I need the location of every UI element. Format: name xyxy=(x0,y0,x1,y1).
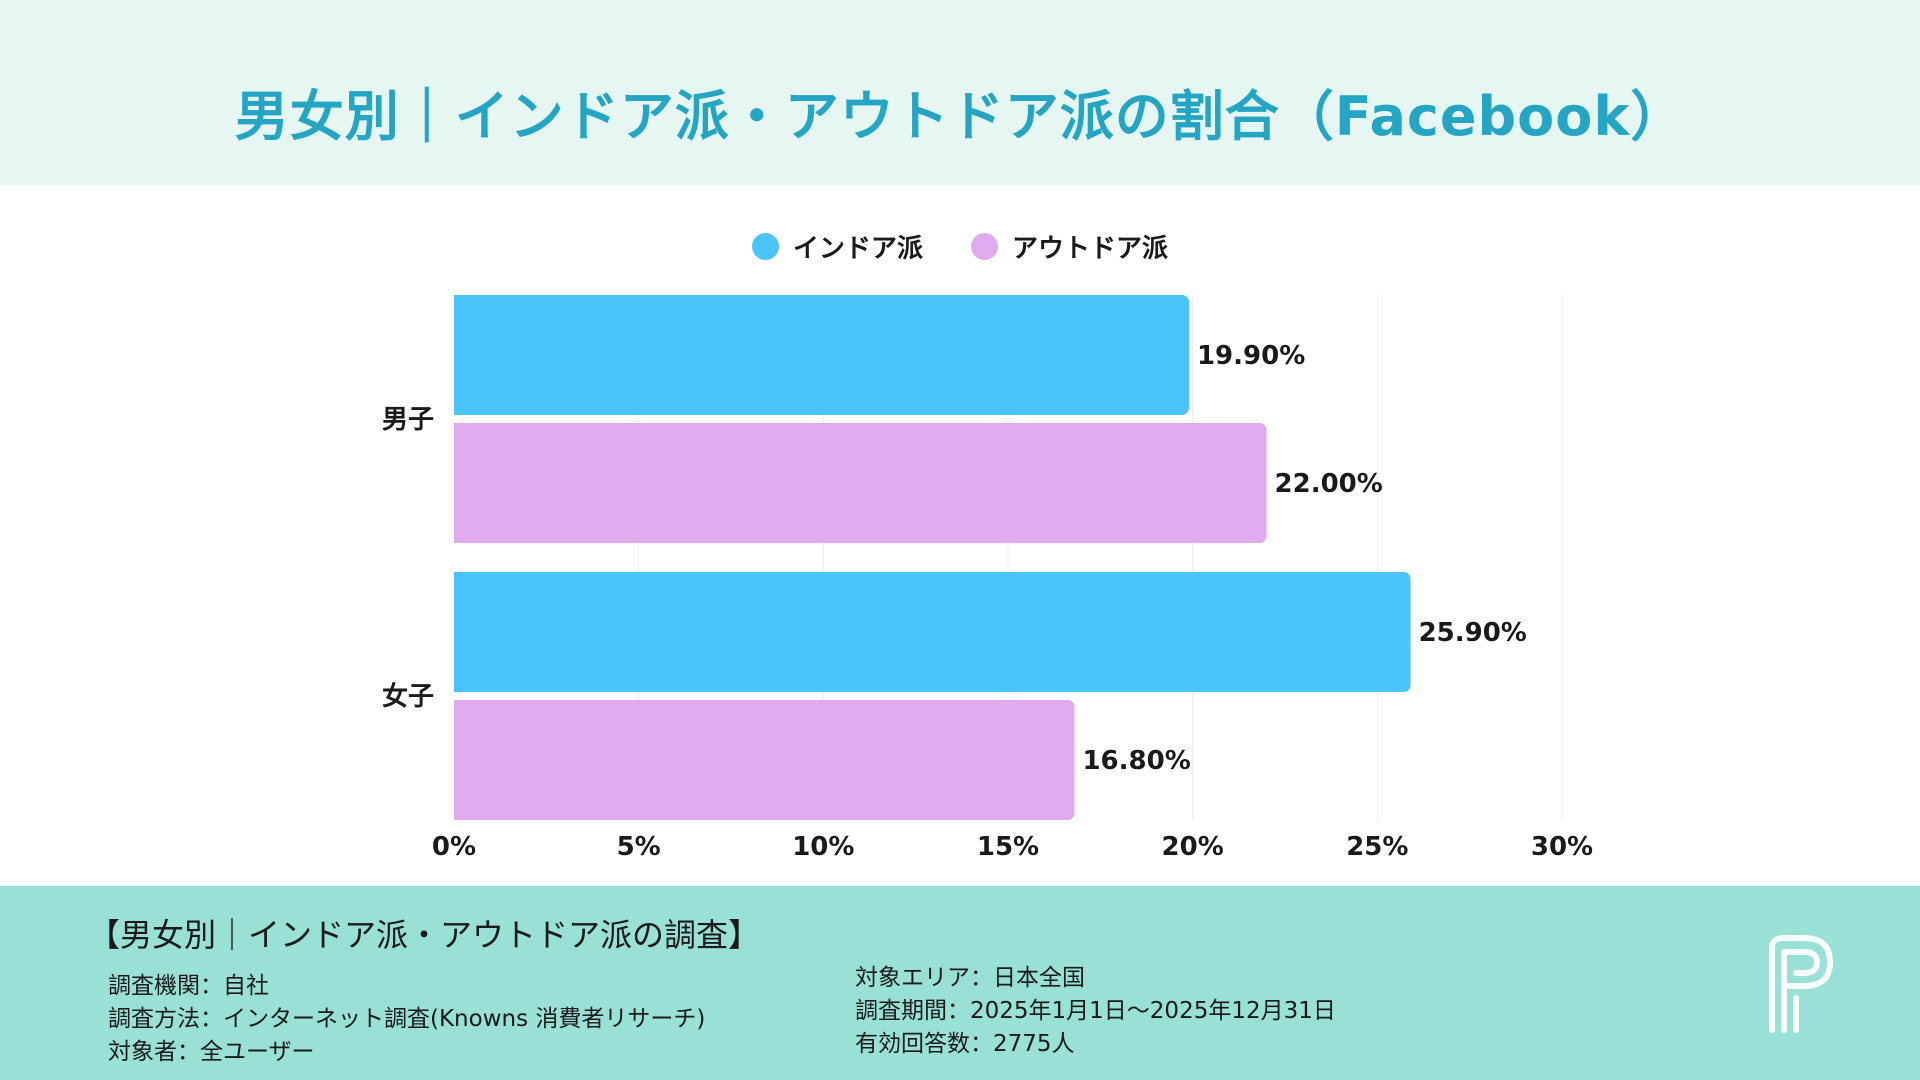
legend-label-outdoor: アウトドア派 xyxy=(1012,234,1169,264)
footer-panel: 【男女別｜インドア派・アウトドア派の調査】 調査機関：自社 調査方法：インターネ… xyxy=(0,886,1920,1080)
survey-period: 調査期間：2025年1月1日〜2025年12月31日 xyxy=(855,998,1336,1024)
bar-square-edge xyxy=(454,423,464,543)
x-tick-label: 0% xyxy=(432,832,476,862)
page-title: 男女別｜インドア派・アウトドア派の割合（Facebook） xyxy=(234,85,1686,148)
brand-logo-icon xyxy=(1769,935,1833,1033)
bar-chart: 0% 5% 10% 15% 20% 25% 30% 19.90% 22.00% 男子 25.90% 1… xyxy=(382,295,1593,862)
survey-responses: 有効回答数：2775人 xyxy=(855,1031,1075,1057)
data-label: 16.80% xyxy=(1082,746,1190,776)
x-tick-label: 25% xyxy=(1346,832,1408,862)
x-tick-label: 5% xyxy=(617,832,661,862)
survey-area: 対象エリア：日本全国 xyxy=(855,965,1085,991)
bar-0-0 xyxy=(454,295,1189,415)
x-tick-label: 15% xyxy=(977,832,1039,862)
legend-swatch-indoor xyxy=(751,233,779,260)
bar-1-1 xyxy=(454,700,1075,820)
x-tick-label: 30% xyxy=(1531,832,1593,862)
survey-target: 対象者：全ユーザー xyxy=(108,1039,315,1065)
category-label: 男子 xyxy=(382,405,434,435)
x-tick-label: 20% xyxy=(1162,832,1224,862)
bar-square-edge xyxy=(454,572,464,692)
category-label: 女子 xyxy=(382,681,434,712)
legend-item-outdoor: アウトドア派 xyxy=(971,228,1168,265)
bar-1-0 xyxy=(454,572,1411,692)
legend-swatch-outdoor xyxy=(971,233,998,260)
header-band: 男女別｜インドア派・アウトドア派の割合（Facebook） xyxy=(0,0,1920,185)
survey-method: 調査方法：インターネット調査(Knowns 消費者リサーチ) xyxy=(108,1006,706,1032)
survey-info-right: 対象エリア：日本全国 調査期間：2025年1月1日〜2025年12月31日 有効… xyxy=(855,962,1336,1061)
legend-label-indoor: インドア派 xyxy=(792,234,923,264)
data-label: 22.00% xyxy=(1275,469,1383,499)
chart-legend: インドア派 アウトドア派 xyxy=(0,228,1920,265)
x-tick-label: 10% xyxy=(792,832,854,862)
data-label: 19.90% xyxy=(1197,341,1305,371)
data-label: 25.90% xyxy=(1419,618,1527,648)
survey-org: 調査機関：自社 xyxy=(108,973,269,999)
survey-title: 【男女別｜インドア派・アウトドア派の調査】 xyxy=(88,916,761,954)
bar-square-edge xyxy=(454,295,464,415)
bar-square-edge xyxy=(454,700,464,820)
legend-item-indoor: インドア派 xyxy=(751,228,923,265)
survey-info-left: 調査機関：自社 調査方法：インターネット調査(Knowns 消費者リサーチ) 対… xyxy=(108,970,705,1069)
bar-0-1 xyxy=(454,423,1267,543)
